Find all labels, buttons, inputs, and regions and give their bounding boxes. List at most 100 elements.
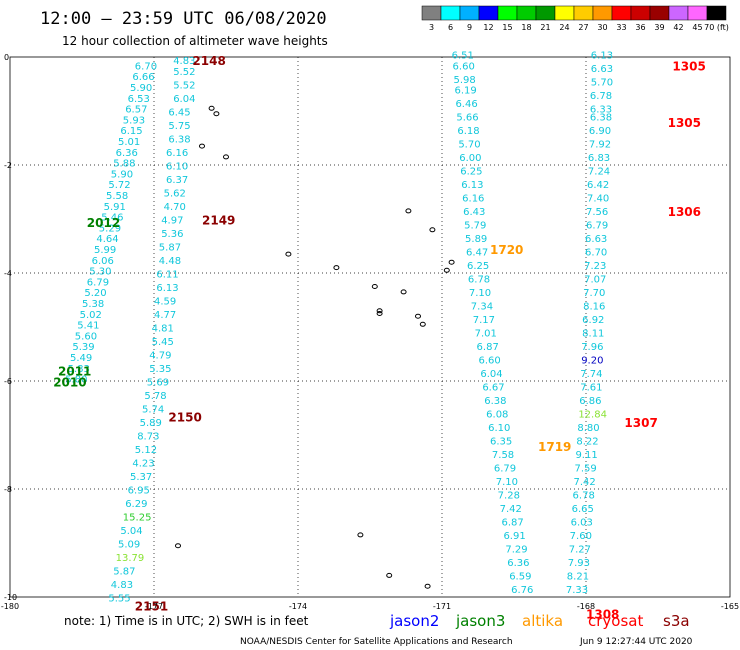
wave-height-label: 7.17 [473,315,495,326]
wave-height-label: 6.60 [478,356,500,367]
wave-height-label: 7.56 [586,207,608,218]
colorbar-label: 30 [597,23,607,32]
wave-height-label: 8.22 [576,437,598,448]
wave-height-label: 7.93 [568,558,590,569]
island-outline [443,267,450,273]
wave-height-label: 6.04 [480,369,502,380]
colorbar-label: 18 [521,23,531,32]
wave-height-label: 7.61 [580,383,602,394]
wave-height-label: 6.33 [590,105,612,116]
island-outline [448,259,455,265]
colorbar-swatch [592,5,613,21]
wave-height-label: 6.06 [92,256,114,267]
wave-height-label: 6.47 [466,248,488,259]
wave-height-label: 6.16 [166,148,188,159]
satellite-legend-item: jason3 [455,612,505,630]
wave-height-label: 5.87 [113,566,135,577]
colorbar-swatch [573,5,594,21]
wave-height-label: 5.58 [106,191,128,202]
island-outline [333,265,340,271]
wave-height-label: 7.74 [580,369,602,380]
island-outline [199,143,205,149]
satellite-legend: jason2 jason3 altika cryosat s3a [389,612,690,630]
wave-height-label: 6.13 [461,180,483,191]
wave-height-label: 6.25 [467,261,489,272]
wave-height-label: 5.39 [72,342,94,353]
y-tick-label: 0 [4,53,9,62]
x-tick-label: -168 [577,602,595,611]
wave-height-label: 5.78 [144,391,166,402]
colorbar-label: 45 [692,23,702,32]
island-outline [285,251,292,257]
chart-subtitle: 12 hour collection of altimeter wave hei… [62,34,328,48]
time-label: 1306 [668,205,701,219]
island-outline [208,105,215,111]
wave-height-label: 5.52 [173,80,195,91]
wave-height-label: 5.88 [113,159,135,170]
wave-height-label: 5.75 [168,121,190,132]
time-label: 1307 [624,416,657,430]
wave-height-label: 7.34 [471,302,493,313]
wave-height-label: 6.92 [582,315,604,326]
wave-height-label: 7.33 [566,585,588,596]
wave-height-label: 6.11 [156,269,178,280]
wave-height-label: 6.78 [468,275,490,286]
credit-text: NOAA/NESDIS Center for Satellite Applica… [240,637,513,647]
wave-height-label: 5.99 [94,245,116,256]
wave-height-label: 13.79 [116,553,145,564]
colorbar-label: 42 [673,23,683,32]
wave-height-label: 6.36 [116,148,138,159]
wave-height-label: 7.96 [581,342,603,353]
wave-height-label: 6.78 [573,491,595,502]
wave-height-label: 6.51 [452,51,474,62]
wave-height-label: 7.07 [584,275,606,286]
wave-height-label: 5.66 [456,113,478,124]
wave-height-label: 7.60 [570,531,592,542]
wave-height-label: 8.16 [583,302,605,313]
wave-height-label: 4.83 [173,56,195,67]
wave-height-label: 6.10 [166,161,188,172]
colorbar-swatch [554,5,575,21]
y-tick-label: -8 [4,485,12,494]
wave-height-label: 6.16 [462,194,484,205]
wave-height-label: 5.72 [108,180,130,191]
island-outline [175,543,181,549]
colorbar-label: 6 [448,23,453,32]
y-tick-label: -10 [4,593,17,602]
wave-height-label: 8.11 [582,329,604,340]
wave-height-label: 5.52 [173,67,195,78]
wave-height-label: 7.58 [492,450,514,461]
wave-height-label: 5.36 [161,229,183,240]
wave-height-label: 5.02 [80,310,102,321]
islands [175,105,455,589]
colorbar-swatch [668,5,689,21]
wave-height-label: 7.01 [475,329,497,340]
wave-height-label: 6.63 [585,234,607,245]
wave-height-label: 6.57 [125,105,147,116]
colorbar-swatch [706,5,727,21]
wave-height-label: 5.70 [591,78,613,89]
wave-height-label: 6.10 [488,423,510,434]
wave-height-label: 4.23 [132,458,154,469]
wave-height-label: 5.55 [108,593,130,604]
colorbar-legend: 3 6 9 12 15 18 21 24 27 30 33 36 39 42 45 70 (ft) [421,5,729,32]
wave-height-label: 5.90 [111,169,133,180]
wave-height-label: 7.40 [587,194,609,205]
colorbar-swatch [478,5,499,21]
wave-height-label: 6.87 [477,342,499,353]
wave-height-label: 6.46 [455,99,477,110]
wave-height-label: 5.70 [458,140,480,151]
time-label: 2012 [87,216,120,230]
time-label: 1305 [668,116,701,130]
island-outline [419,321,426,327]
wave-height-label: 5.60 [75,331,97,342]
island-outline [376,308,383,314]
colorbar-swatch [497,5,518,21]
wave-height-label: 4.79 [149,350,171,361]
wave-height-label: 6.38 [168,134,190,145]
gridlines [10,57,730,597]
time-label: 1305 [672,59,705,73]
wave-height-label: 6.42 [587,180,609,191]
